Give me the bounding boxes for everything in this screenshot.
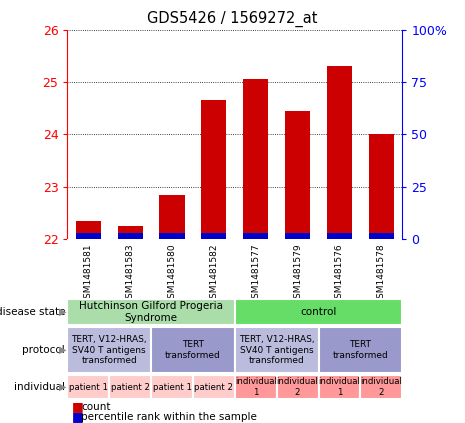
Bar	[151, 327, 235, 374]
Bar	[243, 233, 268, 239]
Bar	[118, 233, 143, 239]
Text: GSM1481582: GSM1481582	[209, 243, 219, 304]
Bar	[109, 375, 151, 399]
Text: percentile rank within the sample: percentile rank within the sample	[81, 412, 257, 422]
Text: ■: ■	[72, 401, 84, 413]
Text: individual
2: individual 2	[277, 377, 319, 397]
Text: ■: ■	[72, 410, 84, 423]
Bar	[67, 375, 109, 399]
Text: TERT
transformed: TERT transformed	[332, 341, 388, 360]
Bar	[76, 233, 101, 239]
Text: patient 1: patient 1	[153, 382, 192, 392]
Text: TERT, V12-HRAS,
SV40 T antigens
transformed: TERT, V12-HRAS, SV40 T antigens transfor…	[72, 335, 147, 365]
Bar	[235, 375, 277, 399]
Text: GSM1481581: GSM1481581	[84, 243, 93, 304]
Text: GSM1481578: GSM1481578	[377, 243, 386, 304]
Text: individual: individual	[14, 382, 65, 392]
Text: disease state: disease state	[0, 307, 65, 317]
Text: individual
1: individual 1	[319, 377, 360, 397]
Text: patient 2: patient 2	[194, 382, 233, 392]
Bar	[67, 327, 151, 374]
Text: Hutchinson Gilford Progeria
Syndrome: Hutchinson Gilford Progeria Syndrome	[79, 301, 223, 323]
Text: GSM1481583: GSM1481583	[126, 243, 135, 304]
Bar	[159, 233, 185, 239]
Text: GSM1481577: GSM1481577	[251, 243, 260, 304]
Bar	[285, 111, 310, 239]
Text: GSM1481580: GSM1481580	[167, 243, 177, 304]
Text: GSM1481579: GSM1481579	[293, 243, 302, 304]
Text: patient 2: patient 2	[111, 382, 150, 392]
Text: ▶: ▶	[60, 382, 67, 392]
Text: ▶: ▶	[60, 345, 67, 355]
Text: individual
1: individual 1	[235, 377, 277, 397]
Bar	[76, 221, 101, 239]
Bar	[327, 233, 352, 239]
Bar	[159, 195, 185, 239]
Bar	[118, 226, 143, 239]
Text: individual
2: individual 2	[360, 377, 402, 397]
Text: control: control	[300, 307, 337, 317]
Bar	[369, 135, 394, 239]
Bar	[319, 375, 360, 399]
Text: count: count	[81, 402, 111, 412]
Text: GDS5426 / 1569272_at: GDS5426 / 1569272_at	[147, 11, 318, 27]
Text: GSM1481576: GSM1481576	[335, 243, 344, 304]
Text: TERT
transformed: TERT transformed	[165, 341, 221, 360]
Bar	[67, 299, 235, 324]
Bar	[369, 233, 394, 239]
Bar	[327, 66, 352, 239]
Bar	[319, 327, 402, 374]
Bar	[235, 327, 319, 374]
Bar	[151, 375, 193, 399]
Bar	[243, 80, 268, 239]
Bar	[193, 375, 235, 399]
Bar	[360, 375, 402, 399]
Text: ▶: ▶	[60, 307, 67, 317]
Bar	[285, 233, 310, 239]
Text: patient 1: patient 1	[69, 382, 108, 392]
Text: protocol: protocol	[22, 345, 65, 355]
Bar	[201, 233, 226, 239]
Text: TERT, V12-HRAS,
SV40 T antigens
transformed: TERT, V12-HRAS, SV40 T antigens transfor…	[239, 335, 314, 365]
Bar	[277, 375, 319, 399]
Bar	[235, 299, 402, 324]
Bar	[201, 100, 226, 239]
